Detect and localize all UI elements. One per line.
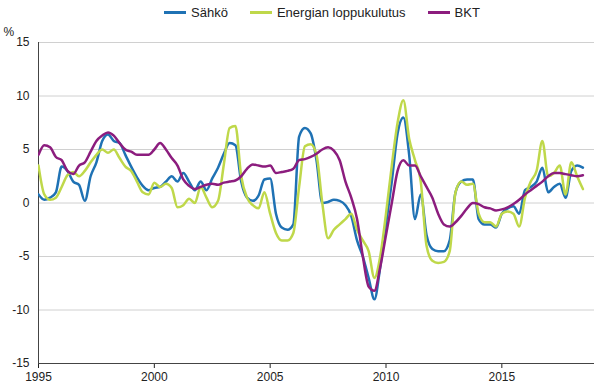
svg-text:-10: -10 <box>12 303 30 317</box>
svg-text:2000: 2000 <box>141 370 168 384</box>
html-text:Energian loppukulutus: Energian loppukulutus <box>277 4 406 20</box>
svg-text:2010: 2010 <box>373 370 400 384</box>
svg-text:%: % <box>4 25 15 39</box>
svg-text:-15: -15 <box>12 356 30 370</box>
svg-text:10: 10 <box>16 89 30 103</box>
svg-text:1995: 1995 <box>25 370 52 384</box>
svg-text:-5: -5 <box>19 249 30 263</box>
svg-text:0: 0 <box>23 196 30 210</box>
svg-text:15: 15 <box>16 35 30 49</box>
svg-text:2015: 2015 <box>488 370 515 384</box>
svg-text:5: 5 <box>23 142 30 156</box>
html-text:BKT: BKT <box>454 4 480 20</box>
svg-text:2005: 2005 <box>257 370 284 384</box>
html-text:Sähkö: Sähkö <box>191 4 228 20</box>
